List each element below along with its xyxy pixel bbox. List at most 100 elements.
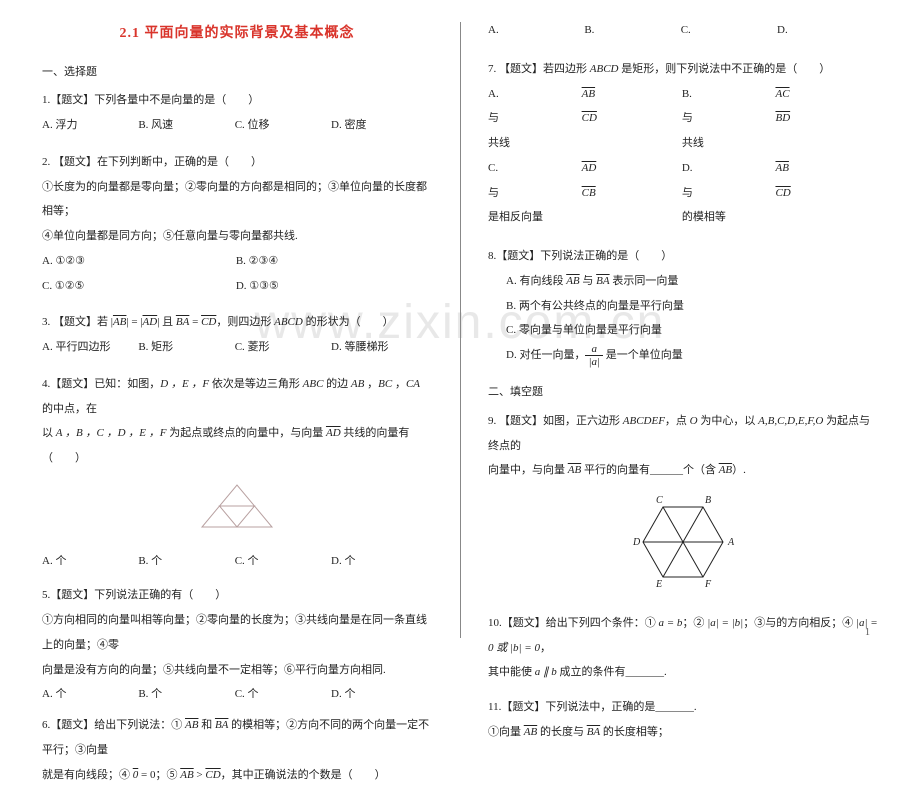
q10-stem-l1: 10.【题文】给出下列四个条件：① a = b；② |a| = |b|；③与的方… [488, 611, 878, 661]
q4-pts: A ，B ，C ，D ，E ，F [56, 427, 167, 439]
page-number: 1 [865, 622, 870, 645]
q6-opt-c: C. [681, 18, 775, 43]
q1-stem: 1.【题文】下列各量中不是向量的是（ ） [42, 88, 432, 113]
q2-stem: 2. 【题文】在下列判断中，正确的是（ ） [42, 150, 432, 175]
q9-ab2: AB [719, 464, 732, 476]
q4-ab: AB [351, 378, 364, 390]
q9-lbl-a: A [727, 537, 735, 548]
q7-aA: A. [488, 82, 582, 107]
q9-s2: ，点 [665, 415, 690, 427]
q8-ab: AB [566, 275, 579, 287]
q9-pts: A,B,C,D,E,F,O [758, 415, 823, 427]
q3-options: A. 平行四边形 B. 矩形 C. 菱形 D. 等腰梯形 [42, 335, 432, 360]
q4-opt-a: A. 个 [42, 549, 136, 574]
q6-stem-l2: 就是有向线段；④ 0 = 0；⑤ AB > CD，其中正确说法的个数是（ ） [42, 763, 432, 787]
q6-options: A. B. C. D. [488, 18, 878, 43]
q6-s1b: 和 [198, 719, 215, 731]
q4-opt-d: D. 个 [331, 549, 425, 574]
q7-abcd: ABCD [590, 63, 619, 75]
q8-stem: 8.【题文】下列说法正确的是（ ） [488, 244, 878, 269]
q7-bMid: 与 [682, 106, 776, 131]
q7-opt-b: B. AC 与 BD 共线 [682, 82, 873, 156]
q3-vec-ad: AD [143, 316, 158, 328]
right-column: A. B. C. D. 7. 【题文】若四边形 ABCD 是矩形，则下列说法中不… [460, 0, 920, 650]
q4-s2a: 以 [42, 427, 56, 439]
q7-opt-a: A. AB 与 CD 共线 [488, 82, 679, 156]
q4-opt-b: B. 个 [138, 549, 232, 574]
q7-bA: B. [682, 82, 776, 107]
q9-lbl-e: E [655, 579, 662, 590]
q9-s3: 为中心，以 [698, 415, 759, 427]
q7-dMid: 与 [682, 181, 776, 206]
q1-options: A. 浮力 B. 风速 C. 位移 D. 密度 [42, 113, 432, 138]
q10-s6: 成立的条件有_______. [557, 666, 667, 678]
q9-stem-l2: 向量中，与向量 AB 平行的向量有______个（含 AB）. [488, 458, 878, 483]
q6-opt-a: A. [488, 18, 582, 43]
q8-d1: D. 对任一向量， [506, 349, 585, 361]
q5-opt-d: D. 个 [331, 682, 425, 707]
q7-a2: CD [582, 106, 676, 131]
q6-cd: CD [205, 769, 220, 781]
q3-t-d: 的形状为（ ） [303, 316, 394, 328]
q5-line2: 向量是没有方向的向量；⑤共线向量不一定相等；⑥平行向量方向相同. [42, 658, 432, 683]
q6-s2a: 就是有向线段；④ [42, 769, 133, 781]
q11-l1c: 的长度相等； [600, 726, 669, 738]
q3-t-a: 3. 【题文】若 [42, 316, 111, 328]
section-1-heading: 一、选择题 [42, 60, 432, 85]
q3-opt-d: D. 等腰梯形 [331, 335, 425, 360]
q7-aMid: 与 [488, 106, 582, 131]
q7-dA: D. [682, 156, 776, 181]
q7-row1: A. AB 与 CD 共线 B. AC 与 BD 共线 [488, 82, 878, 156]
q11-l1b: 的长度与 [537, 726, 587, 738]
q2-opt-a: A. ①②③ [42, 249, 233, 274]
q1-opt-a: A. 浮力 [42, 113, 136, 138]
q5-opt-c: C. 个 [235, 682, 329, 707]
q4-abc: ABC [303, 378, 324, 390]
q7-opt-c: C. AD 与 CB 是相反向量 [488, 156, 679, 230]
q2-line1: ①长度为的向量都是零向量；②零向量的方向都是相同的；③单位向量的长度都相等； [42, 175, 432, 225]
q9-s5b: 平行的向量有______个（含 [581, 464, 719, 476]
q3-opt-c: C. 菱形 [235, 335, 329, 360]
q9-figure: A B C D E F [488, 487, 878, 607]
q4-s1c: 的边 [323, 378, 351, 390]
q4-figure [42, 475, 432, 545]
q7-bEnd: 共线 [682, 131, 776, 156]
q7-opt-d: D. AB 与 CD 的模相等 [682, 156, 873, 230]
q1-opt-d: D. 密度 [331, 113, 425, 138]
q9-lbl-c: C [656, 495, 663, 506]
q3-vec-cd: CD [201, 316, 216, 328]
q4-stem-l2: 以 A ，B ，C ，D ，E ，F 为起点或终点的向量中，与向量 AD 共线的… [42, 421, 432, 471]
q9-s5a: 向量中，与向量 [488, 464, 568, 476]
q11-ba: BA [587, 726, 600, 738]
q10-e1: a = b [659, 617, 683, 629]
q9-lbl-b: B [705, 495, 711, 506]
q2-line2: ④单位向量都是同方向；⑤任意向量与零向量都共线. [42, 224, 432, 249]
q10-s4: ， [540, 642, 551, 654]
q7-b1: AC [775, 82, 869, 107]
q4-s1a: 4.【题文】已知：如图， [42, 378, 160, 390]
q6-s2b: ，其中正确说法的个数是（ ） [221, 769, 386, 781]
section-2-heading: 二、填空题 [488, 380, 878, 405]
q7-dEnd: 的模相等 [682, 205, 776, 230]
q8-opt-c: C. 零向量与单位向量是平行向量 [488, 318, 878, 343]
q7-c1: AD [582, 156, 676, 181]
q3-vec-ba: BA [176, 316, 189, 328]
q2-options-row2: C. ①②⑤ D. ①③⑤ [42, 274, 432, 299]
q3-stem: 3. 【题文】若 |AB| = |AD| 且 BA = CD，则四边形 ABCD… [42, 310, 432, 335]
q8-a1: A. 有向线段 [506, 275, 566, 287]
q5-line1: ①方向相同的向量叫相等向量；②零向量的长度为；③共线向量是在同一条直线上的向量；… [42, 608, 432, 658]
q10-s5: 其中能使 [488, 666, 535, 678]
q3-t-b: 且 [159, 316, 176, 328]
q3-opt-a: A. 平行四边形 [42, 335, 136, 360]
q7-cEnd: 是相反向量 [488, 205, 582, 230]
q8-opt-d: D. 对任一向量，a|a| 是一个单位向量 [488, 343, 878, 368]
q6-ba: BA [215, 719, 228, 731]
page-title: 2.1 平面向量的实际背景及基本概念 [42, 18, 432, 50]
q10-e4: a ∥ b [535, 666, 557, 678]
q7-d1: AB [775, 156, 869, 181]
q5-stem: 5.【题文】下列说法正确的有（ ） [42, 583, 432, 608]
q2-opt-d: D. ①③⑤ [236, 274, 427, 299]
q6-s1a: 6.【题文】给出下列说法：① [42, 719, 185, 731]
q8-opt-b: B. 两个有公共终点的向量是平行向量 [488, 294, 878, 319]
q9-s1: 9. 【题文】如图，正六边形 [488, 415, 623, 427]
